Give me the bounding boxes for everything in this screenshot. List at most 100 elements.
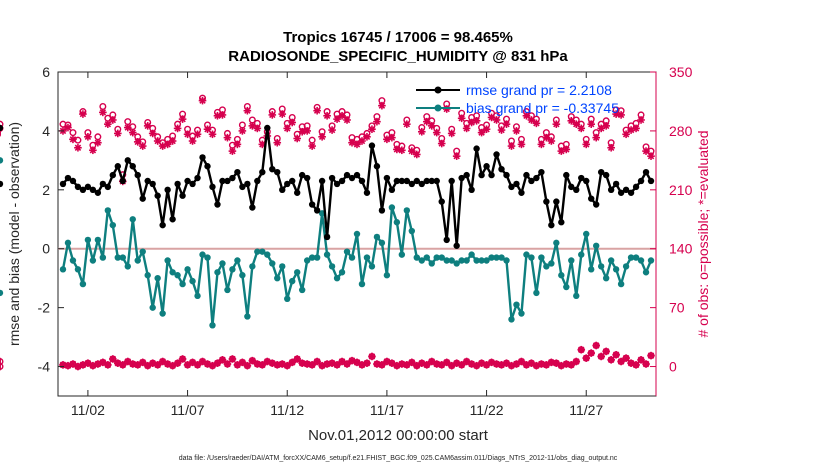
bias-point [348, 254, 356, 261]
obs-evaluated-marker [298, 127, 306, 136]
rmse-point [622, 186, 630, 194]
obs-bottom-evaluated-marker [173, 359, 182, 367]
bias-point [418, 257, 425, 264]
rmse-point [204, 163, 211, 170]
obs-evaluated-marker [562, 145, 571, 154]
bias-point [119, 254, 126, 261]
bias-point [408, 227, 416, 235]
y-left-tick-label: 0 [42, 241, 50, 257]
obs-evaluated-marker [328, 126, 336, 134]
y-right-tick-label: 70 [669, 300, 685, 316]
bias-point [588, 266, 595, 273]
rmse-point [413, 177, 420, 185]
obs-evaluated-marker [408, 147, 416, 155]
bias-point [568, 257, 575, 264]
obs-evaluated-marker [273, 138, 282, 147]
bias-point [79, 280, 87, 288]
rmse-point [308, 201, 316, 208]
obs-evaluated-marker [168, 137, 177, 145]
bias-point [458, 257, 465, 264]
rmse-point [323, 233, 331, 241]
obs-evaluated-marker [353, 140, 361, 149]
bias-point [353, 230, 361, 238]
obs-evaluated-marker [582, 140, 591, 149]
rmse-point [378, 207, 386, 214]
obs-evaluated-marker [178, 115, 187, 123]
obs-evaluated-marker [94, 138, 102, 147]
bias-point [184, 266, 191, 273]
rmse-point [383, 174, 391, 182]
obs-evaluated-marker [208, 130, 217, 139]
x-tick-label: 11/27 [569, 402, 603, 418]
rmse-point [184, 177, 191, 185]
bias-point [622, 263, 630, 270]
legend-rmse-marker [434, 86, 442, 94]
obs-evaluated-marker [84, 133, 92, 141]
obs-evaluated-marker [497, 126, 506, 134]
y-axis-right-label: # of obs: o=possible; *=evaluated [695, 130, 711, 337]
obs-bottom-evaluated-marker [343, 360, 351, 368]
rmse-point [463, 171, 470, 179]
bias-point [443, 257, 450, 264]
rmse-point [518, 189, 525, 196]
obs-bottom-evaluated-marker [582, 354, 591, 362]
rmse-point [398, 177, 406, 185]
bias-point [124, 263, 131, 270]
obs-evaluated-marker [417, 127, 426, 136]
rmse-point [593, 201, 600, 208]
rmse-point [229, 174, 236, 182]
rmse-point [353, 171, 361, 179]
obs-bottom-possible-marker [0, 363, 4, 371]
obs-bottom-evaluated-marker [223, 360, 232, 368]
obs-evaluated-marker [368, 125, 376, 134]
bias-point [518, 310, 525, 317]
bias-point [174, 272, 181, 279]
bias-point [368, 263, 376, 270]
obs-evaluated-marker [602, 122, 610, 130]
bias-point [308, 254, 316, 261]
obs-evaluated-marker [552, 120, 561, 128]
rmse-point [343, 171, 351, 179]
obs-bottom-evaluated-marker [632, 361, 640, 369]
rmse-point [558, 219, 565, 226]
obs-bottom-evaluated-marker [577, 345, 586, 354]
rmse-point [219, 177, 226, 185]
rmse-point [493, 151, 500, 158]
obs-evaluated-marker [607, 143, 615, 152]
obs-bottom-evaluated-marker [283, 361, 292, 370]
bias-point [433, 254, 440, 261]
obs-evaluated-marker [223, 133, 232, 142]
obs-evaluated-marker [393, 145, 401, 154]
rmse-point [124, 157, 131, 164]
obs-evaluated-marker [74, 143, 82, 152]
rmse-point [74, 183, 82, 191]
obs-bottom-evaluated-marker [193, 361, 202, 369]
chart-title-line2: RADIOSONDE_SPECIFIC_HUMIDITY @ 831 hPa [228, 48, 568, 65]
obs-evaluated-marker [193, 130, 202, 139]
obs-evaluated-marker [128, 128, 137, 137]
obs-bottom-evaluated-marker [138, 358, 147, 367]
rmse-point [129, 163, 136, 170]
bias-point [214, 269, 221, 276]
obs-evaluated-marker [243, 106, 252, 115]
bias-point [84, 236, 92, 244]
rmse-point [109, 171, 117, 179]
obs-evaluated-marker [198, 96, 207, 105]
bias-point [144, 272, 151, 279]
obs-bottom-evaluated-marker [567, 361, 576, 369]
obs-evaluated-marker [432, 128, 441, 137]
obs-evaluated-marker [64, 123, 72, 132]
obs-evaluated-marker [89, 146, 97, 155]
rmse-point [134, 171, 141, 179]
obs-evaluated-marker [527, 116, 536, 124]
rmse-point [483, 163, 490, 170]
rmse-point [259, 168, 266, 176]
rmse-point [199, 154, 206, 161]
chart-title-line1: Tropics 16745 / 17006 = 98.465% [283, 29, 513, 46]
bias-point [149, 304, 156, 311]
obs-evaluated-marker [542, 133, 551, 142]
bias-point [0, 289, 4, 297]
rmse-point [478, 171, 485, 179]
bias-point [179, 280, 186, 288]
obs-evaluated-marker [577, 124, 586, 133]
